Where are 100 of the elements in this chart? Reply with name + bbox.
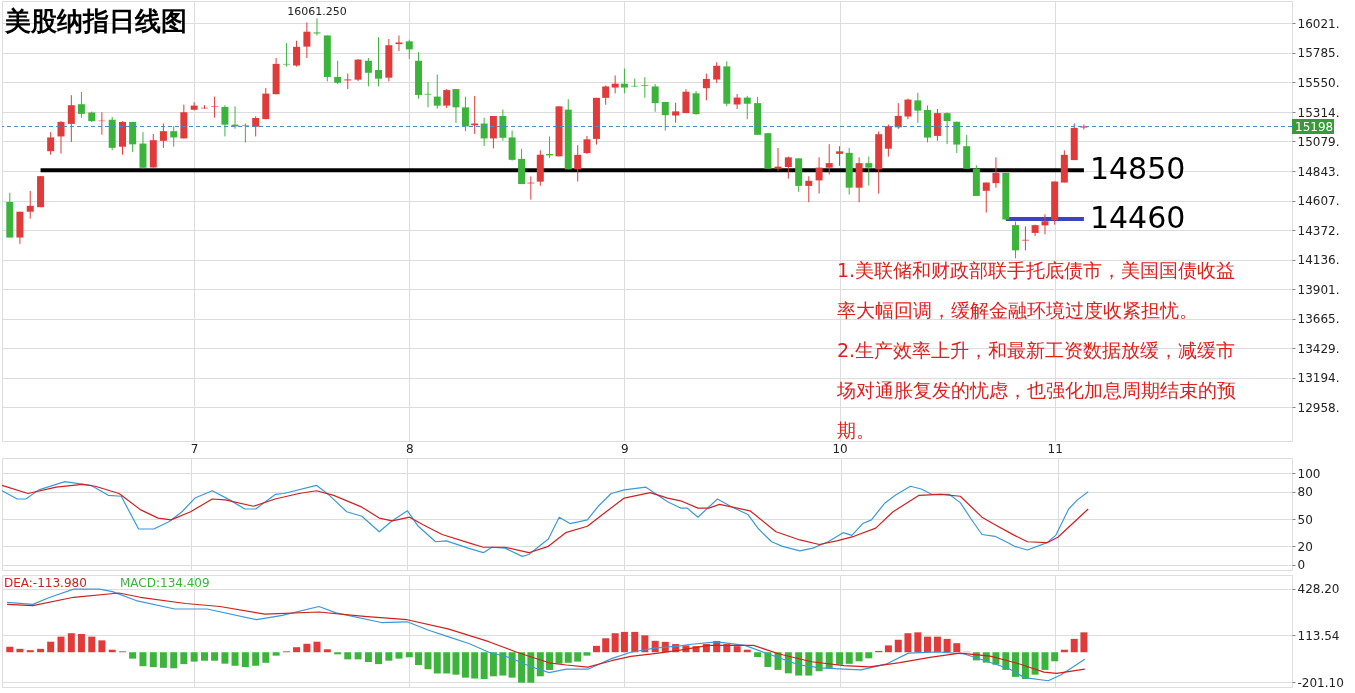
- bar: [88, 636, 96, 653]
- candlestick: [992, 156, 1000, 189]
- candlestick: [47, 131, 55, 156]
- bar: [508, 652, 516, 678]
- bar: [592, 645, 600, 653]
- bar: [924, 636, 932, 653]
- candlestick: [602, 84, 610, 106]
- y-tick-label: 13194.: [1297, 371, 1340, 386]
- bar: [733, 646, 741, 653]
- y-tick-label: 13901.: [1297, 282, 1340, 297]
- candlestick: [884, 124, 892, 158]
- candlestick: [334, 60, 342, 85]
- candlestick: [77, 91, 85, 119]
- bar: [98, 640, 106, 653]
- candlestick: [443, 88, 451, 109]
- bar: [555, 652, 563, 664]
- x-tick-label: 11: [1047, 441, 1063, 456]
- candlestick: [1021, 225, 1029, 251]
- bar: [583, 652, 591, 656]
- x-tick-label: 8: [405, 441, 414, 456]
- bar: [170, 652, 178, 669]
- bar: [364, 652, 372, 663]
- candlestick: [313, 17, 321, 36]
- candlestick: [293, 40, 301, 68]
- bar: [77, 633, 85, 653]
- candlestick: [1080, 124, 1088, 130]
- y-tick-label: 80: [1297, 485, 1313, 500]
- bar: [395, 652, 403, 659]
- bar: [764, 652, 772, 667]
- bar: [631, 631, 639, 653]
- candlestick: [67, 94, 75, 143]
- y-tick-label: 12958.: [1297, 400, 1340, 415]
- candlestick: [241, 123, 249, 144]
- bar: [611, 633, 619, 653]
- candlestick: [375, 36, 383, 87]
- x-tick-label: 7: [190, 441, 199, 456]
- annotation: 场对通胀复发的忧虑，也强化加息周期结束的预: [836, 379, 1236, 401]
- bar: [914, 632, 922, 653]
- y-tick-label: 14136.: [1297, 253, 1340, 268]
- bar: [1051, 652, 1059, 662]
- bar: [405, 652, 413, 658]
- bar: [231, 652, 239, 666]
- y-tick-label: 14372.: [1297, 223, 1340, 238]
- bar: [375, 652, 383, 665]
- candlestick: [651, 83, 659, 113]
- bar: [461, 652, 469, 678]
- candlestick: [129, 121, 137, 153]
- candlestick: [702, 73, 710, 101]
- y-tick-label: -201.10: [1297, 675, 1344, 690]
- candlestick: [865, 156, 873, 187]
- candlestick: [282, 42, 290, 68]
- bar: [1041, 652, 1049, 670]
- y-tick-label: 13429.: [1297, 341, 1340, 356]
- bar: [159, 652, 167, 668]
- annotation: 16061.250: [287, 5, 347, 19]
- candlestick: [713, 61, 721, 84]
- candlestick: [57, 120, 65, 155]
- candlestick: [354, 58, 362, 82]
- candlestick: [170, 125, 178, 148]
- series-label: 14850: [1089, 151, 1186, 187]
- y-tick-label: 20: [1297, 539, 1313, 554]
- bar: [546, 652, 554, 671]
- candlestick: [661, 101, 669, 132]
- candlestick: [641, 76, 649, 99]
- bar: [139, 652, 147, 667]
- y-tick-label: 100: [1297, 466, 1321, 481]
- bar: [57, 636, 65, 653]
- chart-title: 美股纳指日线图: [4, 6, 187, 36]
- candlestick: [963, 134, 971, 170]
- y-tick-label: 14607.: [1297, 194, 1340, 209]
- bar: [1070, 638, 1078, 653]
- bar: [221, 652, 229, 664]
- bar: [200, 652, 208, 661]
- candlestick: [211, 96, 219, 119]
- bar: [26, 650, 34, 653]
- annotation: 1.美联储和财政部联手托底债市，美国国债收益: [837, 259, 1236, 281]
- bar: [293, 647, 301, 653]
- y-tick-label: 15314.: [1297, 105, 1340, 120]
- candlestick: [815, 156, 823, 195]
- candlestick: [943, 111, 951, 145]
- bar: [262, 652, 270, 663]
- y-tick-label: 113.54: [1297, 628, 1340, 643]
- bar: [252, 652, 260, 666]
- bar: [241, 652, 249, 668]
- candlestick: [982, 182, 990, 214]
- candlestick: [303, 21, 311, 59]
- bar: [943, 638, 951, 653]
- bar: [313, 641, 321, 653]
- annotation: 期。: [837, 419, 875, 441]
- y-tick-label: 15785.: [1297, 46, 1340, 61]
- bar: [499, 652, 507, 676]
- candlestick: [904, 98, 912, 120]
- candlestick: [574, 144, 582, 183]
- candlestick: [489, 115, 497, 149]
- candlestick: [620, 68, 628, 94]
- bar: [1080, 632, 1088, 653]
- x-tick-label: 10: [832, 441, 848, 456]
- candlestick: [933, 108, 941, 142]
- candlestick: [894, 102, 902, 130]
- bar: [452, 652, 460, 675]
